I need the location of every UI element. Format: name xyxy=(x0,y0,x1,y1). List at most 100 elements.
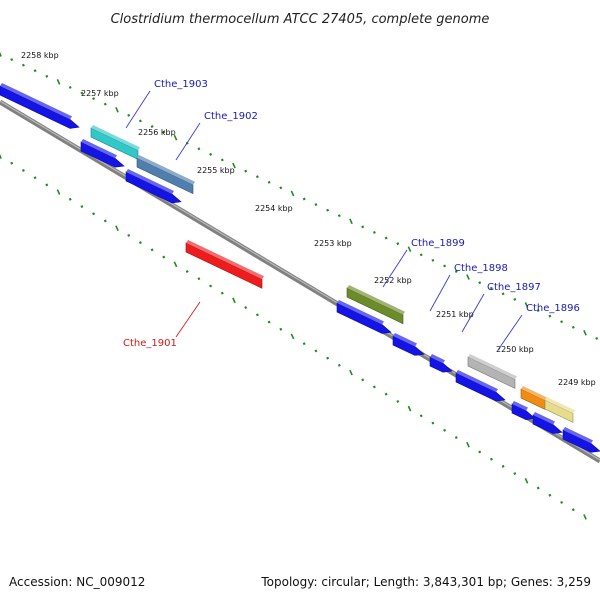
minor-tick xyxy=(33,69,37,73)
gene-blue-body xyxy=(336,302,392,334)
minor-tick xyxy=(10,161,14,165)
major-tick xyxy=(407,405,412,412)
minor-tick xyxy=(326,356,330,360)
gene-khaki xyxy=(544,397,575,423)
minor-tick xyxy=(33,176,37,180)
gene-cthe-1901-bevel xyxy=(186,240,264,280)
minor-tick xyxy=(314,203,318,207)
gene-blue-bevel xyxy=(0,83,72,120)
minor-tick xyxy=(396,242,400,246)
minor-tick xyxy=(419,414,423,418)
gene-blue-bevel xyxy=(393,333,417,347)
major-tick xyxy=(115,106,119,113)
minor-tick xyxy=(302,197,306,201)
map-title: Clostridium thermocellum ATCC 27405, com… xyxy=(111,12,490,27)
major-tick xyxy=(56,79,61,85)
gene-cthe-1899 xyxy=(346,285,405,325)
minor-tick xyxy=(372,385,376,389)
major-tick xyxy=(524,302,529,308)
gene-blue-bevel xyxy=(430,354,445,364)
minor-tick xyxy=(255,313,259,317)
minor-tick xyxy=(103,102,107,106)
minor-tick xyxy=(244,306,248,310)
minor-tick xyxy=(197,147,201,151)
major-tick xyxy=(290,333,295,340)
gene-label-leader xyxy=(429,274,451,312)
gene-label-leader xyxy=(175,301,201,338)
gene-cthe-1899-body xyxy=(346,287,404,325)
minor-tick xyxy=(571,325,575,329)
gene-blue-body xyxy=(392,335,425,356)
minor-tick xyxy=(197,277,201,281)
gene-blue xyxy=(511,401,536,420)
gene-label-cthe-1898: Cthe_1898 xyxy=(454,263,508,274)
minor-tick xyxy=(209,152,213,156)
minor-tick xyxy=(220,158,224,162)
minor-tick xyxy=(45,74,49,78)
minor-tick xyxy=(443,264,447,268)
major-tick xyxy=(466,441,470,448)
minor-tick xyxy=(501,292,505,296)
minor-tick xyxy=(150,125,154,128)
minor-tick xyxy=(21,168,25,172)
gene-label-leader xyxy=(125,90,151,129)
gene-blue xyxy=(392,333,425,356)
gene-label-cthe-1902: Cthe_1902 xyxy=(204,111,258,122)
gene-khaki-bevel xyxy=(545,397,575,414)
gene-blue-bevel xyxy=(456,370,498,393)
minor-tick xyxy=(314,349,318,353)
minor-tick xyxy=(138,241,142,245)
gene-label-leader xyxy=(382,249,408,288)
gene-blue-bevel xyxy=(337,300,384,325)
gene-blue xyxy=(336,300,392,334)
gene-label-leader xyxy=(175,122,201,161)
minor-tick xyxy=(103,219,107,223)
minor-tick xyxy=(209,284,213,288)
minor-tick xyxy=(279,327,283,331)
major-tick xyxy=(173,261,178,268)
minor-tick xyxy=(454,270,458,273)
gene-blue-bevel xyxy=(126,169,174,194)
minor-tick xyxy=(548,314,552,318)
minor-tick xyxy=(255,175,259,179)
gene-blue xyxy=(562,427,600,453)
gene-label-cthe-1901: Cthe_1901 xyxy=(123,338,177,349)
gene-blue xyxy=(0,83,80,129)
minor-tick xyxy=(68,86,72,89)
kbp-tick-label: 2252 kbp xyxy=(374,276,412,285)
kbp-tick-label: 2256 kbp xyxy=(138,128,176,137)
minor-tick xyxy=(267,180,271,184)
gene-blue-body xyxy=(455,372,506,402)
label-layer: Cthe_1903 Cthe_1902 Cthe_1901 Cthe_1899 Cthe… xyxy=(123,79,580,351)
gene-cthe-1902-bevel xyxy=(137,155,195,185)
gene-label-cthe-1899: Cthe_1899 xyxy=(411,238,465,249)
major-tick xyxy=(290,190,295,197)
minor-tick xyxy=(337,363,341,367)
gene-cthe-1903-bevel xyxy=(91,125,140,151)
major-tick xyxy=(407,246,412,253)
gene-cthe-1902 xyxy=(136,155,195,195)
major-tick xyxy=(349,369,353,376)
minor-tick xyxy=(454,436,458,439)
accession-text: Accession: NC_009012 xyxy=(9,575,145,589)
minor-tick xyxy=(571,508,575,512)
minor-tick xyxy=(162,130,166,134)
kbp-tick-label: 2250 kbp xyxy=(496,345,534,354)
gene-blue-body xyxy=(562,429,600,453)
major-tick xyxy=(583,330,587,336)
minor-tick xyxy=(302,342,306,346)
minor-tick xyxy=(68,197,72,201)
minor-tick xyxy=(536,486,540,490)
minor-tick xyxy=(92,212,96,216)
minor-tick xyxy=(560,501,564,504)
gene-blue-bevel xyxy=(533,412,555,425)
minor-tick xyxy=(513,297,517,301)
minor-tick xyxy=(431,421,435,425)
gene-cthe-1899-bevel xyxy=(347,285,405,315)
minor-tick xyxy=(244,169,248,173)
genome-backbone xyxy=(0,99,600,464)
minor-tick xyxy=(127,113,131,117)
major-tick xyxy=(56,189,61,195)
major-tick xyxy=(524,477,529,484)
